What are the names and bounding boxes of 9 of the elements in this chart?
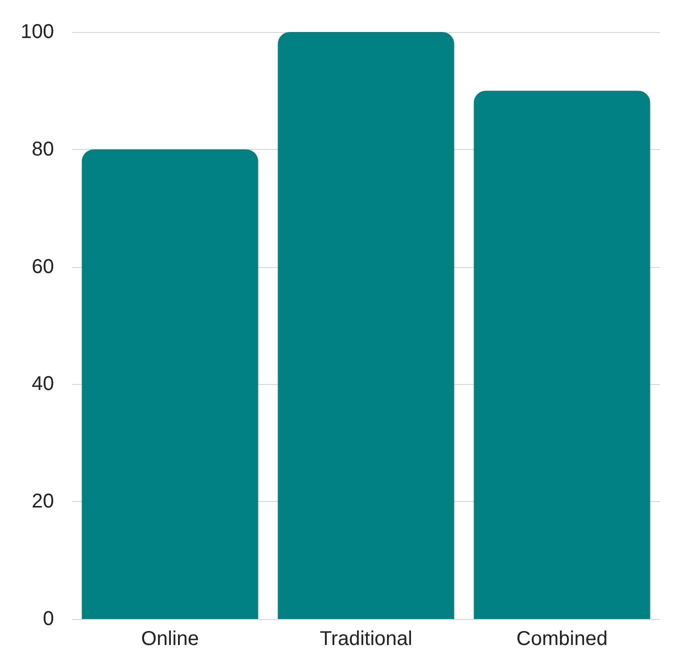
y-tick-label: 20 (32, 490, 54, 513)
y-tick-label: 100 (20, 21, 54, 43)
y-tick-label: 80 (32, 138, 54, 160)
y-tick-label: 60 (32, 256, 54, 278)
y-tick-label: 40 (32, 373, 54, 396)
x-tick-label: Combined (516, 628, 608, 650)
y-tick-label: 0 (42, 608, 54, 630)
x-tick-label: Traditional (320, 628, 412, 650)
x-tick-label: Online (141, 628, 199, 650)
